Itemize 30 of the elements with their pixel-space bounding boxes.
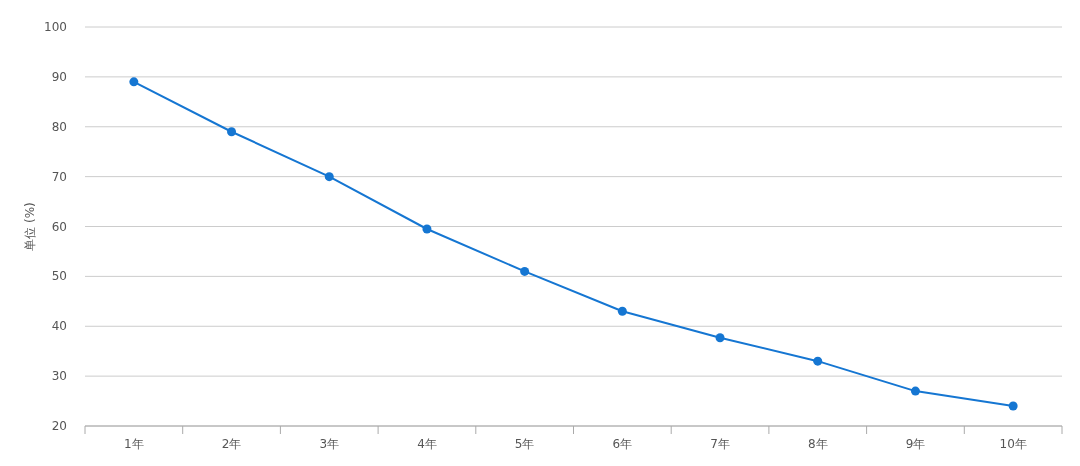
y-axis-title: 单位 (%) bbox=[23, 202, 37, 251]
y-tick-label: 60 bbox=[51, 219, 67, 234]
point bbox=[715, 333, 725, 343]
x-tick-label: 4年 bbox=[417, 437, 437, 451]
x-tick-label: 1年 bbox=[124, 437, 144, 451]
point bbox=[910, 386, 920, 396]
point bbox=[227, 127, 237, 137]
point bbox=[520, 266, 530, 276]
y-tick-label: 90 bbox=[51, 69, 67, 84]
point bbox=[422, 224, 432, 234]
y-tick-label: 50 bbox=[51, 269, 67, 284]
point bbox=[1008, 401, 1018, 411]
x-tick-label: 10年 bbox=[999, 437, 1027, 451]
y-tick-label: 20 bbox=[51, 419, 67, 433]
x-tick-label: 3年 bbox=[319, 437, 340, 451]
y-tick-label: 30 bbox=[51, 369, 67, 384]
x-tick-label: 7年 bbox=[710, 437, 730, 451]
point bbox=[813, 356, 823, 366]
y-tick-label: 70 bbox=[51, 169, 67, 184]
x-tick-label: 2年 bbox=[221, 437, 242, 451]
point bbox=[324, 172, 334, 182]
x-tick-label: 5年 bbox=[514, 437, 535, 451]
x-tick-label: 6年 bbox=[612, 437, 633, 451]
x-tick-label: 9年 bbox=[905, 437, 926, 451]
y-tick-label: 80 bbox=[51, 119, 67, 134]
x-tick-label: 8年 bbox=[807, 437, 828, 451]
y-tick-label: 100 bbox=[44, 20, 67, 34]
y-tick-label: 40 bbox=[51, 319, 67, 334]
point bbox=[129, 77, 139, 87]
point bbox=[617, 306, 627, 316]
